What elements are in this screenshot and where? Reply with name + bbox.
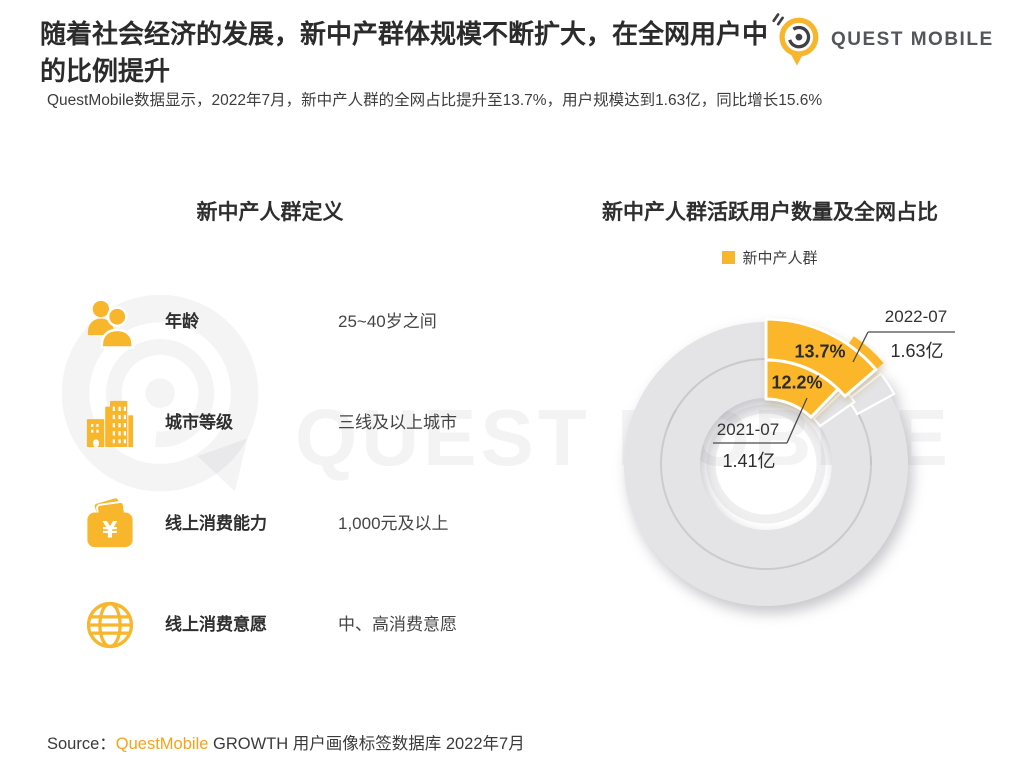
buildings-icon (86, 400, 134, 448)
legend-label: 新中产人群 (742, 250, 818, 267)
page-title: 随着社会经济的发展，新中产群体规模不断扩大，在全网用户中 的比例提升 (40, 16, 768, 90)
definition-label: 线上消费能力 (165, 514, 267, 533)
definition-title: 新中产人群定义 (196, 201, 344, 224)
inner-ring-share-label: 12.2% (771, 372, 823, 393)
definition-row-spending-power: ¥ 线上消费能力 1,000元及以上 (0, 496, 520, 552)
definition-value: 1,000元及以上 (338, 514, 449, 533)
definition-label: 城市等级 (165, 413, 233, 432)
questmobile-logo: QUEST MOBILE (772, 12, 994, 68)
questmobile-logo-icon (772, 13, 819, 66)
inner-ring-users-label: 1.41亿 (722, 451, 776, 471)
questmobile-logo-text: QUEST MOBILE (831, 29, 994, 50)
outer-ring-users-label: 1.63亿 (890, 341, 944, 361)
definition-row-spending-willingness: 线上消费意愿 中、高消费意愿 (0, 597, 520, 653)
donut-chart (624, 317, 955, 606)
source-brand: QuestMobile (115, 735, 209, 753)
chart-title: 新中产人群活跃用户数量及全网占比 (602, 201, 938, 224)
definition-row-city: 城市等级 三线及以上城市 (0, 395, 520, 451)
outer-ring-period-label: 2022-07 (884, 307, 948, 326)
people-icon (87, 300, 134, 349)
definition-row-age: 年龄 25~40岁之间 (0, 294, 520, 350)
source-suffix: GROWTH 用户画像标签数据库 2022年7月 (208, 735, 525, 753)
definition-value: 三线及以上城市 (338, 413, 457, 432)
subtitle: QuestMobile数据显示，2022年7月，新中产人群的全网占比提升至13.… (47, 92, 823, 109)
svg-text:¥: ¥ (102, 517, 118, 543)
definition-value: 25~40岁之间 (338, 312, 437, 331)
wallet-icon: ¥ (87, 497, 133, 548)
definition-value: 中、高消费意愿 (338, 615, 457, 634)
definition-label: 年龄 (165, 312, 199, 331)
definition-label: 线上消费意愿 (165, 615, 267, 634)
source-line: Source：QuestMobile GROWTH 用户画像标签数据库 2022… (47, 730, 525, 754)
legend-swatch-icon (722, 251, 736, 264)
outer-ring-share-label: 13.7% (794, 341, 846, 362)
page-title-line1: 随着社会经济的发展，新中产群体规模不断扩大，在全网用户中 (40, 19, 769, 49)
chart-legend: 新中产人群 (560, 247, 980, 268)
inner-ring-period-label: 2021-07 (716, 420, 780, 439)
page-title-line2: 的比例提升 (40, 56, 171, 86)
source-prefix: Source： (47, 735, 116, 753)
globe-icon (86, 601, 134, 649)
